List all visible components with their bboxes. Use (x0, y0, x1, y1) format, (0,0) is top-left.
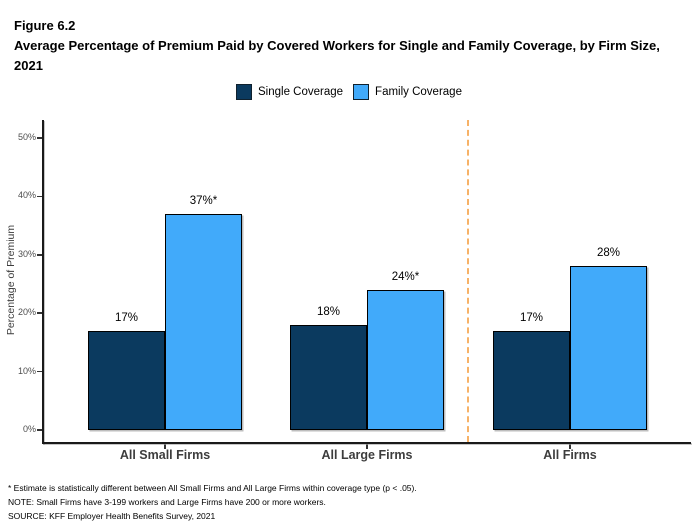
separator-line (467, 120, 469, 442)
bar-family-coverage-all-small-firms (165, 214, 242, 430)
y-tick-label: 20% (17, 307, 36, 318)
y-tick-mark (37, 370, 42, 373)
legend-label-single: Single Coverage (258, 86, 344, 98)
bar-value-label-single-coverage-all-large-firms: 18% (316, 306, 341, 318)
footnotes: * Estimate is statistically different be… (8, 481, 696, 523)
y-tick-mark (37, 312, 42, 314)
single-coverage-swatch-icon (236, 84, 253, 100)
y-tick-mark (37, 254, 42, 256)
family-coverage-swatch-icon (353, 84, 370, 100)
footnote-significance: * Estimate is statistically different be… (8, 483, 417, 493)
bar-single-coverage-all-firms (493, 331, 570, 430)
footnote-note: NOTE: Small Firms have 3-199 workers and… (8, 497, 326, 507)
legend-item-single-coverage: Single Coverage (236, 84, 343, 100)
figure-label: Figure 6.2 (14, 18, 76, 33)
x-tick-mark (164, 443, 166, 449)
category-label-all-large-firms: All Large Firms (321, 448, 413, 462)
y-tick-label: 10% (17, 365, 36, 376)
category-label-all-firms: All Firms (543, 448, 597, 462)
y-tick-label: 40% (17, 190, 36, 201)
x-tick-mark (569, 443, 571, 449)
y-tick-label: 50% (17, 132, 36, 142)
category-label-all-small-firms: All Small Firms (119, 448, 211, 462)
bar-family-coverage-all-firms (570, 266, 647, 430)
legend-item-family-coverage: Family Coverage (353, 84, 462, 100)
bar-value-label-family-coverage-all-small-firms: 37%* (189, 195, 218, 207)
bar-family-coverage-all-large-firms (367, 290, 444, 430)
y-tick-mark (37, 429, 42, 431)
bar-value-label-single-coverage-all-small-firms: 17% (114, 312, 139, 324)
bar-value-label-single-coverage-all-firms: 17% (519, 312, 544, 324)
y-axis-line (42, 120, 44, 444)
y-tick-mark (37, 137, 42, 139)
bar-value-label-family-coverage-all-large-firms: 24%* (391, 271, 420, 283)
figure-title-block: Figure 6.2 Average Percentage of Premium… (14, 16, 674, 76)
x-tick-mark (366, 443, 368, 449)
y-tick-label: 30% (17, 248, 36, 259)
bar-single-coverage-all-small-firms (88, 331, 165, 430)
y-tick-mark (37, 195, 42, 198)
footnote-source: SOURCE: KFF Employer Health Benefits Sur… (8, 511, 216, 521)
bar-value-label-family-coverage-all-firms: 28% (596, 247, 621, 259)
y-tick-label: 0% (22, 424, 36, 434)
x-axis-line (42, 442, 691, 444)
figure-title: Average Percentage of Premium Paid by Co… (14, 38, 660, 73)
bar-single-coverage-all-large-firms (290, 325, 367, 430)
legend-label-family: Family Coverage (375, 86, 462, 98)
legend: Single Coverage Family Coverage (0, 84, 698, 100)
